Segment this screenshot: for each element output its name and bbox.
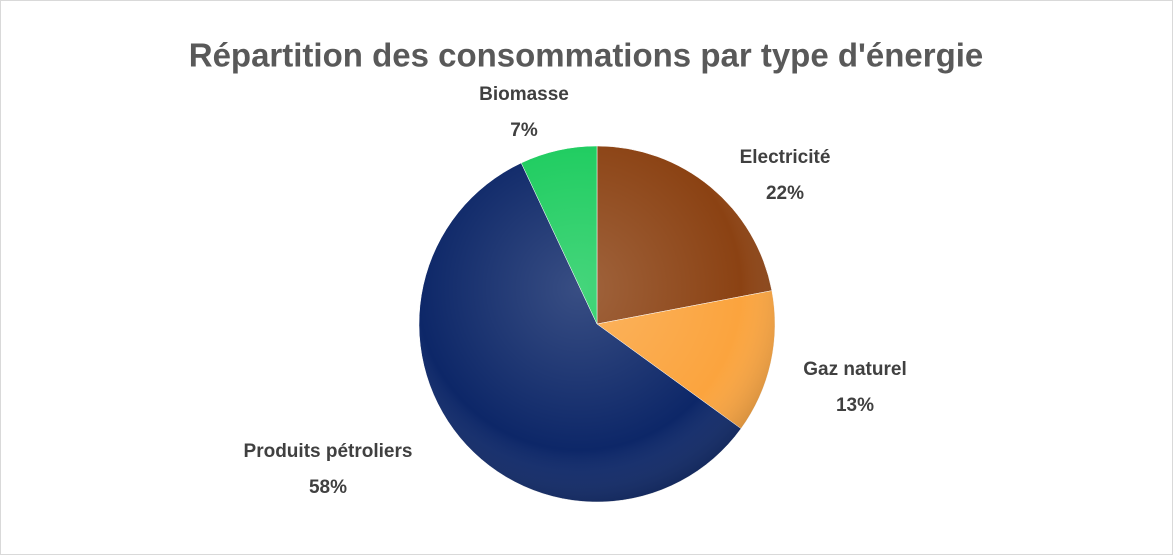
slice-value-label: 22% xyxy=(766,183,804,204)
slice-category-label: Produits pétroliers xyxy=(244,441,413,462)
chart-title: Répartition des consommations par type d… xyxy=(189,37,984,74)
slice-value-label: 58% xyxy=(309,477,347,498)
pie xyxy=(418,145,776,503)
slice-category-label: Biomasse xyxy=(479,84,569,105)
slice-category-label: Gaz naturel xyxy=(803,359,906,380)
slice-value-label: 7% xyxy=(510,120,538,141)
slice-category-label: Electricité xyxy=(740,147,831,168)
slice-value-label: 13% xyxy=(836,395,874,416)
